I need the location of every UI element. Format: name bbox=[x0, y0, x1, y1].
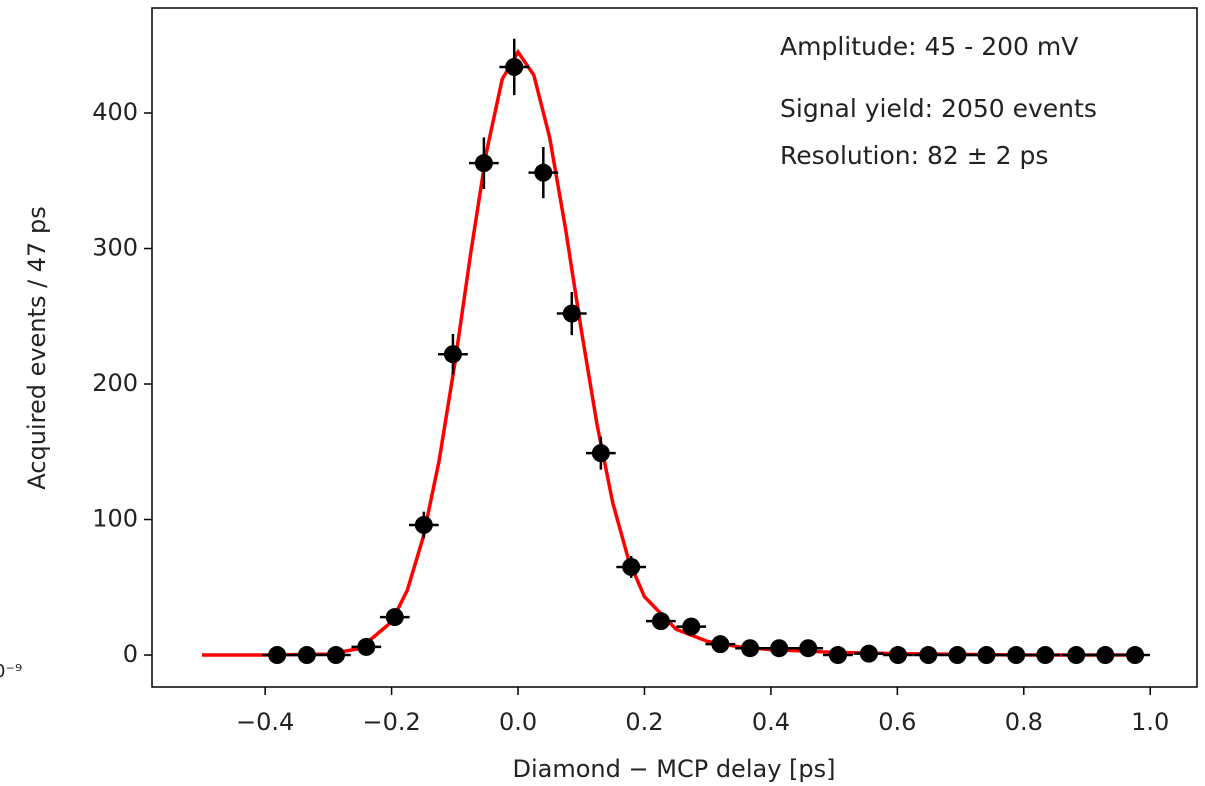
annotation: Signal yield: 2050 events bbox=[780, 94, 1097, 123]
x-tick-label: −0.4 bbox=[236, 708, 294, 736]
data-point bbox=[1096, 646, 1115, 665]
data-point bbox=[414, 515, 433, 534]
y-axis-label: Acquired events / 47 ps bbox=[23, 206, 51, 489]
data-point bbox=[297, 646, 316, 665]
x-tick-label: 1.0 bbox=[1131, 708, 1169, 736]
data-point bbox=[799, 639, 818, 658]
data-point bbox=[1036, 646, 1055, 665]
data-point bbox=[1126, 646, 1145, 665]
plot-content bbox=[201, 38, 1150, 665]
data-point bbox=[591, 444, 610, 463]
data-point bbox=[1007, 646, 1026, 665]
x-axis-label: Diamond − MCP delay [ps] bbox=[513, 755, 836, 783]
data-point bbox=[562, 304, 581, 323]
y-tick-label: 200 bbox=[92, 369, 138, 397]
data-point bbox=[888, 646, 907, 665]
data-point bbox=[948, 646, 967, 665]
y-tick-label: 300 bbox=[92, 234, 138, 262]
offset-text: 0⁻⁹ bbox=[0, 661, 22, 682]
data-point bbox=[977, 646, 996, 665]
data-point bbox=[474, 154, 493, 173]
y-tick-label: 400 bbox=[92, 98, 138, 126]
y-tick-label: 100 bbox=[92, 505, 138, 533]
data-point bbox=[682, 617, 701, 636]
x-tick-label: 0.4 bbox=[752, 708, 790, 736]
data-point bbox=[443, 345, 462, 364]
annotation: Resolution: 82 ± 2 ps bbox=[780, 141, 1048, 170]
data-point bbox=[326, 646, 345, 665]
data-point bbox=[919, 646, 938, 665]
x-tick-label: 0.0 bbox=[499, 708, 537, 736]
data-point bbox=[651, 612, 670, 631]
data-point bbox=[505, 57, 524, 76]
data-point bbox=[828, 646, 847, 665]
data-point bbox=[859, 644, 878, 663]
x-tick-label: 0.6 bbox=[878, 708, 916, 736]
data-point bbox=[357, 637, 376, 656]
data-point bbox=[741, 639, 760, 658]
data-point bbox=[385, 608, 404, 627]
data-point bbox=[622, 557, 641, 576]
data-point bbox=[1067, 646, 1086, 665]
x-tick-label: −0.2 bbox=[362, 708, 420, 736]
x-tick-label: 0.8 bbox=[1005, 708, 1043, 736]
data-point bbox=[534, 163, 553, 182]
x-tick-label: 0.2 bbox=[625, 708, 663, 736]
data-point bbox=[711, 635, 730, 654]
annotation: Amplitude: 45 - 200 mV bbox=[780, 32, 1078, 61]
data-point bbox=[770, 639, 789, 658]
y-tick-label: 0 bbox=[123, 640, 138, 668]
plot-frame bbox=[151, 7, 1198, 688]
data-point bbox=[268, 646, 287, 665]
